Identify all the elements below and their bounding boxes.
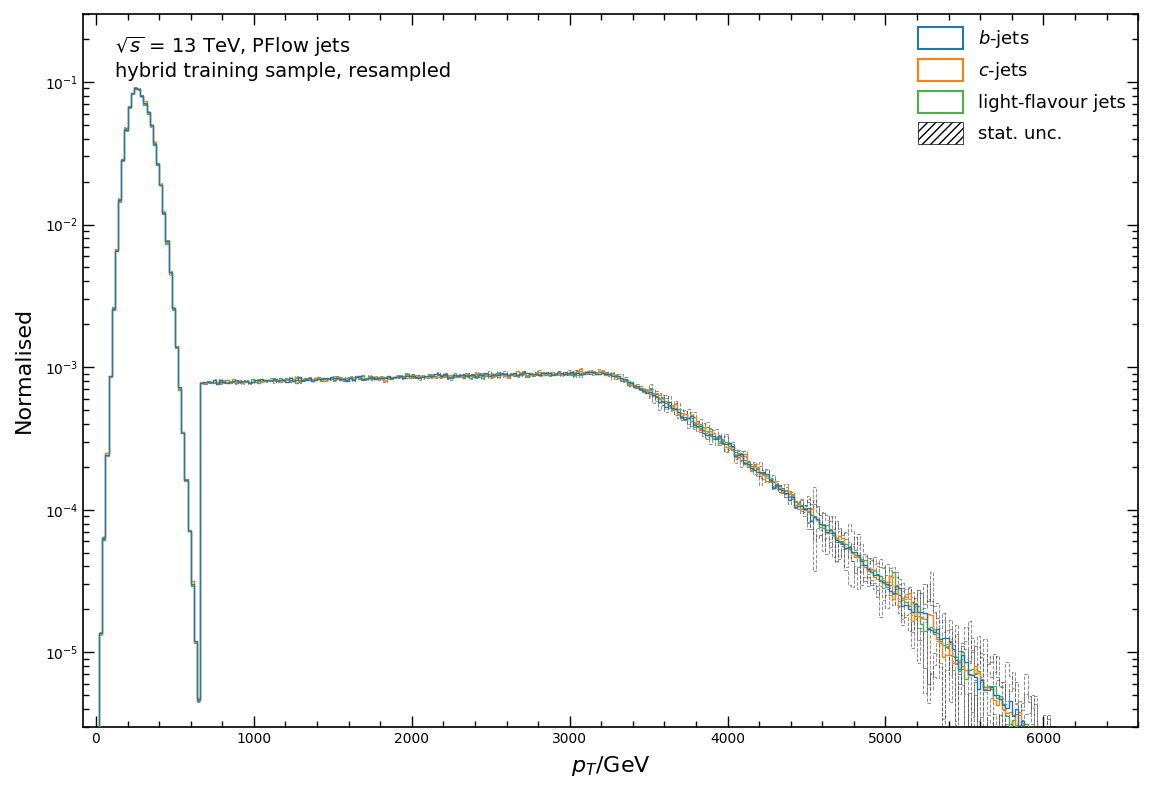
Y-axis label: Normalised: Normalised bbox=[14, 307, 33, 433]
Text: $\sqrt{s}$ = 13 TeV, PFlow jets
hybrid training sample, resampled: $\sqrt{s}$ = 13 TeV, PFlow jets hybrid t… bbox=[115, 36, 452, 82]
X-axis label: $p_{T}$/GeV: $p_{T}$/GeV bbox=[571, 754, 651, 778]
Legend: $b$-jets, $c$-jets, light-flavour jets, stat. unc.: $b$-jets, $c$-jets, light-flavour jets, … bbox=[911, 19, 1132, 150]
